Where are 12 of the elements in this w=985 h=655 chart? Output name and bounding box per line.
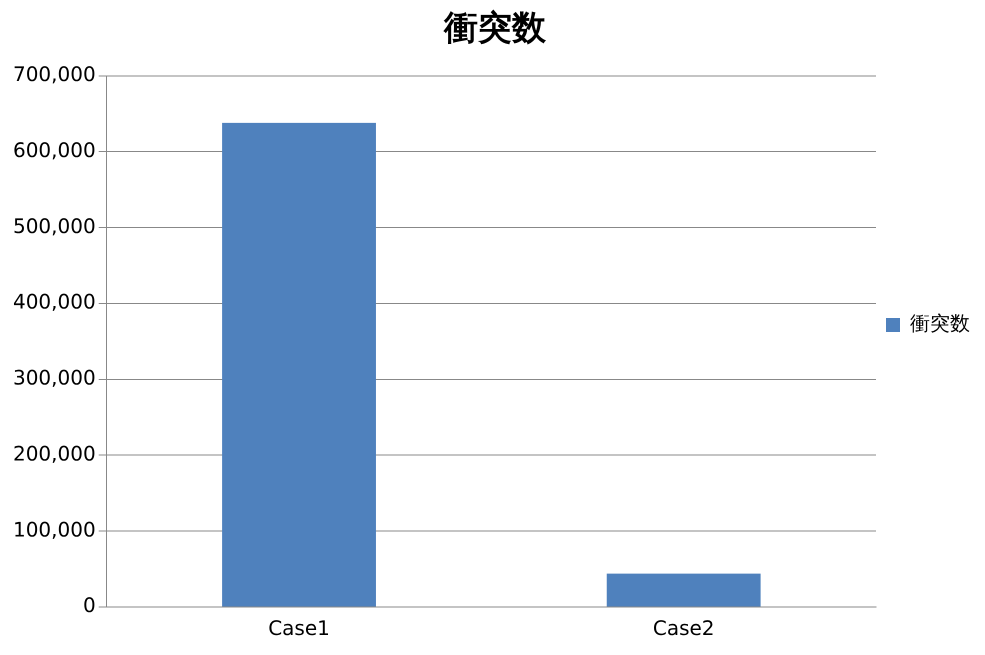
y-tick-label: 300,000: [12, 366, 96, 390]
x-tick-label: Case2: [652, 616, 715, 640]
y-tick-label: 0: [82, 593, 96, 618]
y-tick-label: 500,000: [12, 214, 96, 238]
chart-title: 衝突数: [443, 8, 547, 48]
y-tick-label: 400,000: [12, 290, 96, 314]
x-tick-label: Case1: [268, 616, 330, 640]
legend-label: 衝突数: [910, 311, 970, 336]
y-tick-label: 200,000: [12, 441, 96, 466]
y-tick-label: 100,000: [12, 517, 96, 542]
y-tick-label: 700,000: [12, 62, 96, 86]
y-tick-label: 600,000: [12, 138, 96, 162]
